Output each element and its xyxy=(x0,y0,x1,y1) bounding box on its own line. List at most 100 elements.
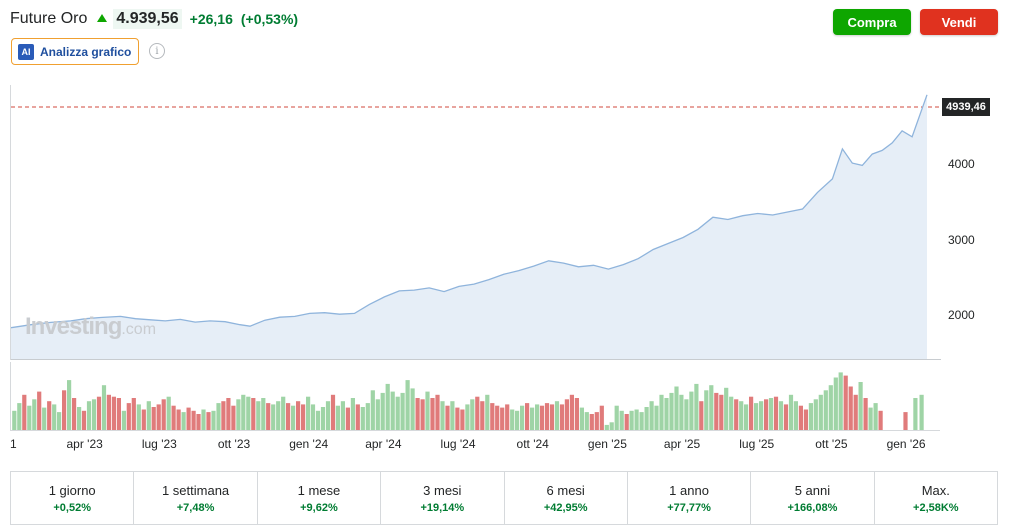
volume-bar xyxy=(823,390,828,430)
volume-bar xyxy=(919,394,924,430)
x-tick-label: lug '23 xyxy=(141,437,177,451)
volume-bar xyxy=(634,409,639,430)
volume-bar xyxy=(405,380,410,430)
volume-bar xyxy=(96,396,102,430)
volume-bar xyxy=(27,405,32,430)
volume-bar xyxy=(574,398,579,430)
volume-bar xyxy=(410,388,415,430)
volume-bar xyxy=(181,412,186,430)
ai-icon: AI xyxy=(18,43,34,60)
volume-bar xyxy=(470,399,475,430)
price-chart[interactable] xyxy=(10,85,941,360)
price-series-line xyxy=(11,94,928,329)
y-tick-label: 2000 xyxy=(948,307,975,322)
volume-bar xyxy=(729,396,734,430)
volume-bar xyxy=(176,409,181,430)
volume-bar xyxy=(37,391,42,430)
instrument-title: Future Oro xyxy=(10,10,88,27)
volume-bar xyxy=(101,385,107,430)
volume-bar xyxy=(604,424,609,430)
period-tab[interactable]: 1 settimana +7,48% xyxy=(134,472,258,524)
volume-bar xyxy=(535,404,540,430)
price-change: +26,16 xyxy=(189,11,233,27)
volume-bar xyxy=(355,404,360,430)
volume-bar xyxy=(684,399,689,430)
period-tab[interactable]: 5 anni +166,08% xyxy=(751,472,875,524)
volume-bar xyxy=(161,399,166,430)
x-tick-label: gen '24 xyxy=(289,437,329,451)
volume-bar xyxy=(430,398,435,430)
volume-bar xyxy=(47,401,52,430)
volume-bar xyxy=(261,398,266,430)
volume-bar xyxy=(828,385,833,430)
buy-button[interactable]: Compra xyxy=(833,9,911,35)
volume-bar xyxy=(296,401,301,430)
period-label: 6 mesi xyxy=(546,482,585,498)
volume-bar xyxy=(818,394,823,430)
volume-bar xyxy=(241,394,246,430)
volume-bar xyxy=(320,407,326,430)
volume-bar xyxy=(564,399,569,430)
volume-bar xyxy=(380,392,385,430)
period-tab[interactable]: 1 anno +77,77% xyxy=(628,472,752,524)
volume-bar xyxy=(808,403,813,430)
volume-bar xyxy=(17,403,22,430)
period-change: +7,48% xyxy=(176,501,215,514)
volume-bar xyxy=(619,410,624,430)
analyze-chart-button[interactable]: AI Analizza grafico xyxy=(11,38,140,65)
x-tick-label: 1 xyxy=(10,437,17,451)
volume-bar xyxy=(400,392,405,430)
volume-bar xyxy=(201,409,206,430)
x-tick-label: ott '24 xyxy=(516,437,549,451)
period-change: +9,62% xyxy=(300,501,338,514)
volume-bar xyxy=(435,394,440,430)
volume-bar xyxy=(42,407,47,430)
instrument-header: Future Oro 4.939,56 +26,16 (+0,53%) xyxy=(10,8,298,30)
volume-bar xyxy=(106,394,111,430)
volume-bar xyxy=(530,407,535,430)
volume-bar xyxy=(286,403,291,430)
volume-bar xyxy=(510,409,515,430)
volume-bar xyxy=(425,391,430,430)
volume-bar xyxy=(704,390,709,430)
volume-chart[interactable] xyxy=(10,362,940,430)
period-change: +166,08% xyxy=(787,501,838,514)
volume-bar xyxy=(116,398,121,430)
volume-bar xyxy=(375,399,380,430)
volume-bar xyxy=(395,396,400,430)
volume-bar xyxy=(196,414,201,430)
volume-bar xyxy=(91,399,97,430)
volume-bar xyxy=(714,392,719,430)
volume-bar xyxy=(306,396,311,430)
volume-bar xyxy=(759,401,764,430)
volume-bar xyxy=(340,401,345,430)
volume-bar xyxy=(62,390,67,430)
volume-bar xyxy=(654,405,659,430)
volume-bar xyxy=(813,399,818,430)
info-icon[interactable]: i xyxy=(149,43,165,59)
period-tab[interactable]: 6 mesi +42,95% xyxy=(505,472,628,524)
y-tick-label: 4000 xyxy=(948,157,975,172)
period-tab[interactable]: 3 mesi +19,14% xyxy=(381,472,505,524)
volume-bar xyxy=(858,382,863,430)
volume-bar xyxy=(121,410,126,430)
y-tick-label: 3000 xyxy=(948,232,975,247)
sell-button[interactable]: Vendi xyxy=(920,9,998,35)
volume-bar xyxy=(709,385,714,430)
volume-bar xyxy=(490,403,495,430)
volume-bar xyxy=(151,407,156,430)
volume-bar xyxy=(216,403,221,430)
volume-bar xyxy=(206,412,211,430)
price-change-percent: (+0,53%) xyxy=(240,11,299,27)
performance-periods: 1 giorno +0,52% 1 settimana +7,48% 1 mese +9,… xyxy=(10,471,998,525)
period-tab[interactable]: 1 mese +9,62% xyxy=(258,472,382,524)
period-tab[interactable]: Max. +2,58K% xyxy=(875,472,997,524)
volume-bar xyxy=(52,404,57,430)
volume-bar xyxy=(724,387,729,430)
volume-bar xyxy=(236,399,241,430)
volume-bar xyxy=(465,404,470,430)
volume-bar xyxy=(310,404,316,430)
period-tab[interactable]: 1 giorno +0,52% xyxy=(11,472,135,524)
period-change: +2,58K% xyxy=(913,501,959,514)
volume-bar xyxy=(624,414,629,430)
